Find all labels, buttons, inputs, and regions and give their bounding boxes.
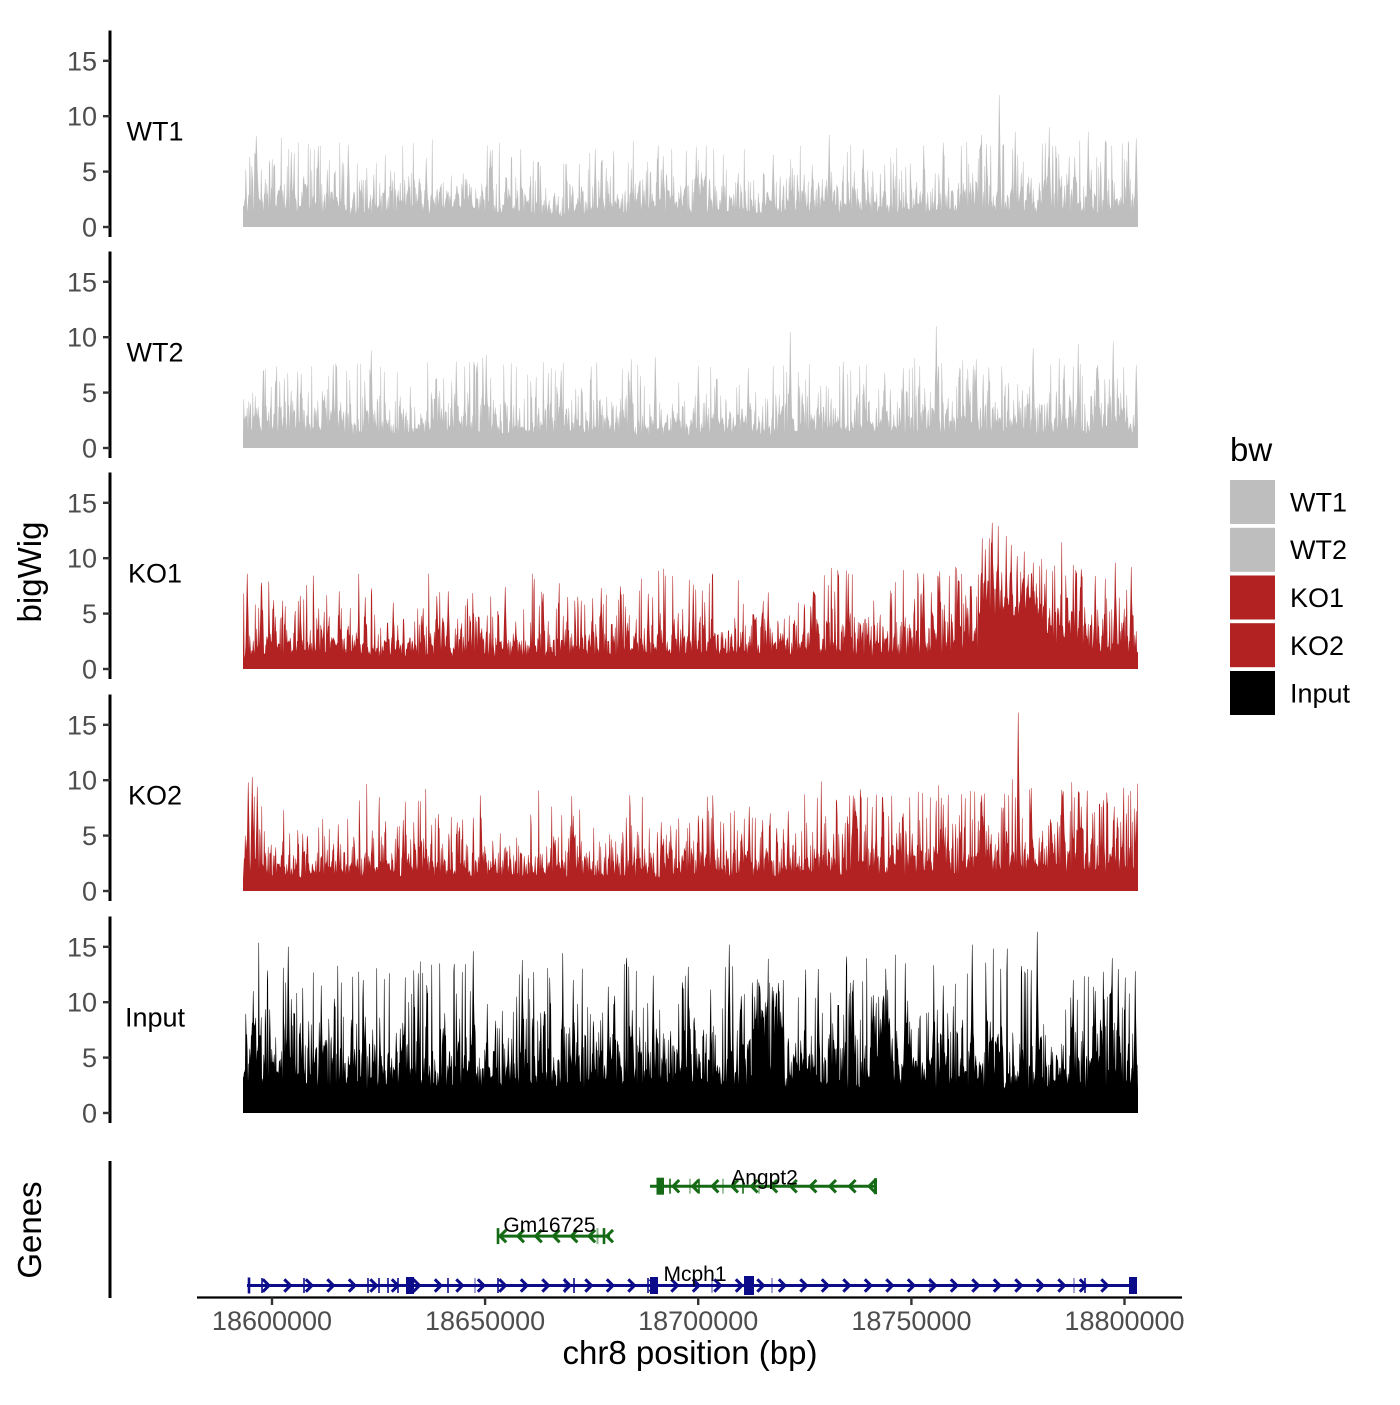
svg-text:bw: bw	[1230, 431, 1272, 468]
svg-text:15: 15	[67, 932, 97, 962]
svg-text:18750000: 18750000	[851, 1306, 971, 1336]
svg-text:5: 5	[82, 157, 97, 187]
svg-text:WT1: WT1	[127, 117, 184, 147]
svg-text:Mcph1: Mcph1	[663, 1263, 726, 1286]
svg-text:18600000: 18600000	[212, 1306, 332, 1336]
svg-text:5: 5	[82, 821, 97, 851]
svg-text:0: 0	[82, 877, 97, 907]
svg-text:5: 5	[82, 1043, 97, 1073]
svg-text:chr8 position (bp): chr8 position (bp)	[563, 1334, 818, 1371]
svg-text:10: 10	[67, 766, 97, 796]
svg-text:WT2: WT2	[127, 338, 184, 368]
svg-text:KO1: KO1	[128, 559, 182, 589]
svg-text:10: 10	[67, 544, 97, 574]
svg-text:Angpt2: Angpt2	[731, 1167, 798, 1190]
svg-text:Genes: Genes	[11, 1181, 48, 1278]
svg-text:18800000: 18800000	[1064, 1306, 1184, 1336]
svg-text:10: 10	[67, 102, 97, 132]
svg-text:Input: Input	[1290, 679, 1351, 709]
svg-text:Gm16725: Gm16725	[503, 1214, 595, 1237]
svg-text:0: 0	[82, 213, 97, 243]
svg-text:10: 10	[67, 988, 97, 1018]
svg-text:15: 15	[67, 267, 97, 297]
svg-text:KO1: KO1	[1290, 583, 1344, 613]
svg-text:10: 10	[67, 323, 97, 353]
svg-text:WT1: WT1	[1290, 488, 1347, 518]
svg-text:WT2: WT2	[1290, 535, 1347, 565]
svg-text:15: 15	[67, 710, 97, 740]
svg-text:KO2: KO2	[1290, 631, 1344, 661]
svg-text:bigWig: bigWig	[11, 522, 48, 623]
svg-text:KO2: KO2	[128, 781, 182, 811]
svg-text:0: 0	[82, 434, 97, 464]
svg-text:18650000: 18650000	[425, 1306, 545, 1336]
svg-text:18700000: 18700000	[638, 1306, 758, 1336]
svg-text:5: 5	[82, 599, 97, 629]
svg-text:Input: Input	[125, 1003, 186, 1033]
svg-text:0: 0	[82, 655, 97, 685]
svg-text:0: 0	[82, 1099, 97, 1129]
svg-text:15: 15	[67, 46, 97, 76]
svg-text:5: 5	[82, 378, 97, 408]
svg-text:15: 15	[67, 488, 97, 518]
